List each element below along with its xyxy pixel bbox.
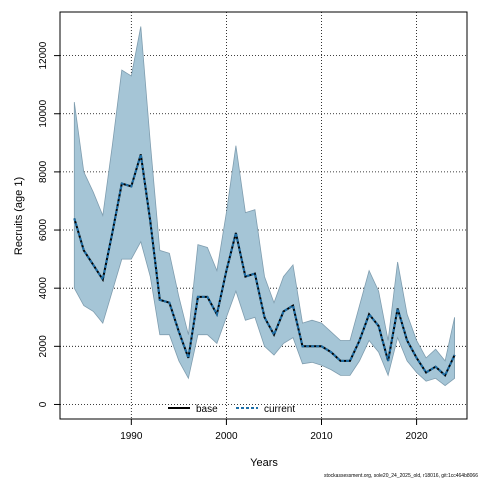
y-tick-label: 8000 [38, 160, 49, 183]
legend-label-current: current [264, 404, 295, 415]
x-tick-label: 2000 [215, 431, 238, 442]
y-tick-label: 2000 [38, 335, 49, 358]
legend-label-base: base [196, 404, 218, 415]
x-tick-label: 2010 [310, 431, 333, 442]
legend: base current [168, 404, 295, 415]
y-tick-label: 10000 [38, 99, 49, 127]
x-tick-label: 1990 [120, 431, 143, 442]
x-tick-label: 2020 [405, 431, 428, 442]
y-axis: 0 2000 4000 6000 8000 10000 12000 [38, 41, 60, 407]
y-axis-label: Recruits (age 1) [13, 177, 25, 255]
y-tick-label: 0 [38, 401, 49, 407]
y-tick-label: 4000 [38, 277, 49, 300]
x-axis: 1990 2000 2010 2020 [120, 419, 428, 442]
y-tick-label: 12000 [38, 41, 49, 69]
x-axis-label: Years [250, 457, 278, 469]
footnote: stockassessment.org, sole20_24_2025_old,… [324, 473, 478, 479]
confidence-band [73, 26, 455, 387]
plot-frame [59, 11, 468, 420]
series-line-base [73, 154, 456, 378]
y-tick-label: 6000 [38, 218, 49, 241]
